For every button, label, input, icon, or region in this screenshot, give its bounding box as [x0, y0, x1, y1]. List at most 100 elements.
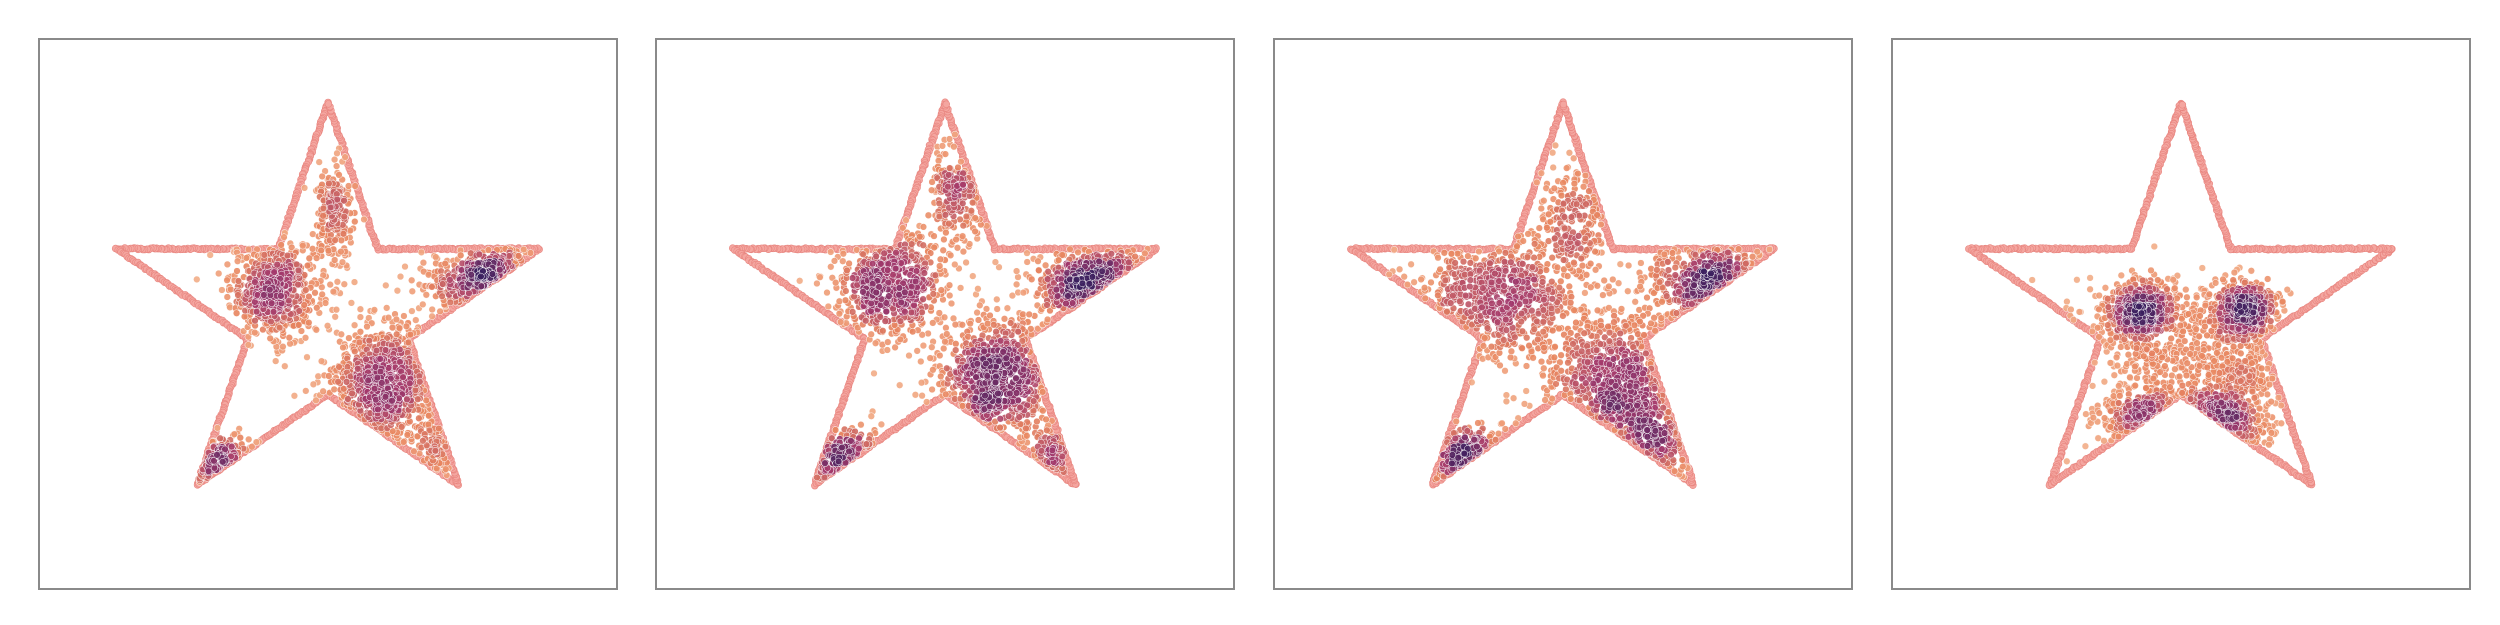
sample-point [908, 240, 916, 248]
sample-point [514, 252, 523, 260]
sample-point [1035, 266, 1043, 274]
sample-point [984, 319, 992, 328]
sample-point [315, 158, 323, 166]
sample-point [285, 296, 293, 305]
sample-point [384, 314, 393, 322]
sample-point [930, 232, 938, 240]
sample-point [928, 186, 936, 194]
sample-point [1025, 310, 1033, 319]
sample-point [193, 275, 201, 284]
sample-point [1007, 319, 1015, 327]
sample-point [324, 247, 333, 255]
sample-point [936, 351, 944, 360]
sample-point [308, 245, 317, 253]
sample-point [422, 396, 430, 404]
scatter-panel-2 [655, 38, 1235, 590]
sample-point [372, 346, 381, 355]
sample-point [331, 256, 339, 264]
sample-point [376, 355, 384, 363]
sample-point [428, 305, 436, 314]
sample-point [827, 263, 835, 271]
sample-point [408, 307, 416, 315]
sample-point [1141, 249, 1149, 257]
sample-point [1000, 315, 1009, 323]
sample-point [344, 182, 353, 190]
sample-point [941, 211, 950, 219]
sample-point [1023, 249, 1031, 257]
sample-point [956, 284, 965, 292]
sample-point [351, 182, 359, 190]
sample-point [388, 397, 396, 405]
sample-point [381, 410, 390, 418]
sample-point [945, 220, 953, 228]
sample-point [363, 322, 371, 331]
sample-point [370, 306, 379, 314]
sample-point [305, 319, 313, 327]
sample-point [446, 276, 454, 284]
sample-point [474, 259, 482, 267]
sample-point [919, 341, 928, 350]
sample-point [364, 376, 372, 384]
sample-point [993, 295, 1001, 304]
sample-point [218, 286, 226, 294]
sample-point [947, 299, 956, 308]
sample-point [1030, 397, 1038, 405]
sample-point [425, 412, 433, 420]
sample-point [928, 385, 936, 394]
sample-point [877, 420, 886, 429]
sample-point [354, 365, 362, 373]
sample-point [272, 357, 280, 365]
sample-point [816, 273, 824, 281]
sample-point [428, 283, 436, 291]
sample-point [936, 255, 945, 263]
sample-point [424, 420, 433, 429]
sample-point [305, 292, 313, 301]
sample-point [871, 339, 880, 347]
sample-point [345, 334, 353, 342]
sample-point [331, 236, 339, 244]
sample-point [1028, 275, 1036, 283]
sample-point [936, 262, 944, 270]
sample-point [931, 271, 939, 279]
sample-point [929, 290, 937, 298]
sample-point [830, 257, 839, 265]
sample-point [388, 323, 397, 332]
sample-point [1033, 417, 1041, 426]
sample-point [976, 301, 984, 309]
sample-point [333, 278, 342, 286]
sample-point [325, 179, 333, 188]
sample-point [526, 249, 535, 257]
sample-point [1034, 257, 1042, 265]
sample-point [340, 213, 348, 221]
sample-point [260, 251, 268, 259]
sample-point [240, 312, 249, 321]
sample-point [949, 314, 958, 323]
sample-point [924, 329, 932, 338]
sample-point [348, 389, 356, 398]
sample-point [281, 362, 289, 370]
sample-point [488, 270, 497, 278]
sample-point [333, 149, 341, 157]
sample-point [1039, 407, 1047, 415]
sample-point [234, 277, 243, 285]
sample-point [305, 254, 313, 262]
sample-point [230, 430, 238, 438]
sample-point [330, 385, 338, 394]
sample-point [950, 143, 958, 151]
sample-point [446, 298, 454, 307]
sample-point [959, 247, 968, 256]
sample-point [356, 305, 365, 313]
sample-point [945, 281, 954, 289]
sample-point [337, 330, 345, 338]
sample-point [299, 242, 307, 250]
sample-point [347, 299, 356, 307]
sample-point [419, 259, 428, 267]
sample-point [952, 235, 960, 244]
sample-point [1019, 288, 1028, 297]
sample-point [415, 414, 423, 422]
sample-point [942, 324, 950, 332]
sample-point [236, 434, 244, 442]
sample-point [378, 379, 386, 387]
sample-point [913, 347, 921, 355]
sample-point [896, 335, 904, 344]
